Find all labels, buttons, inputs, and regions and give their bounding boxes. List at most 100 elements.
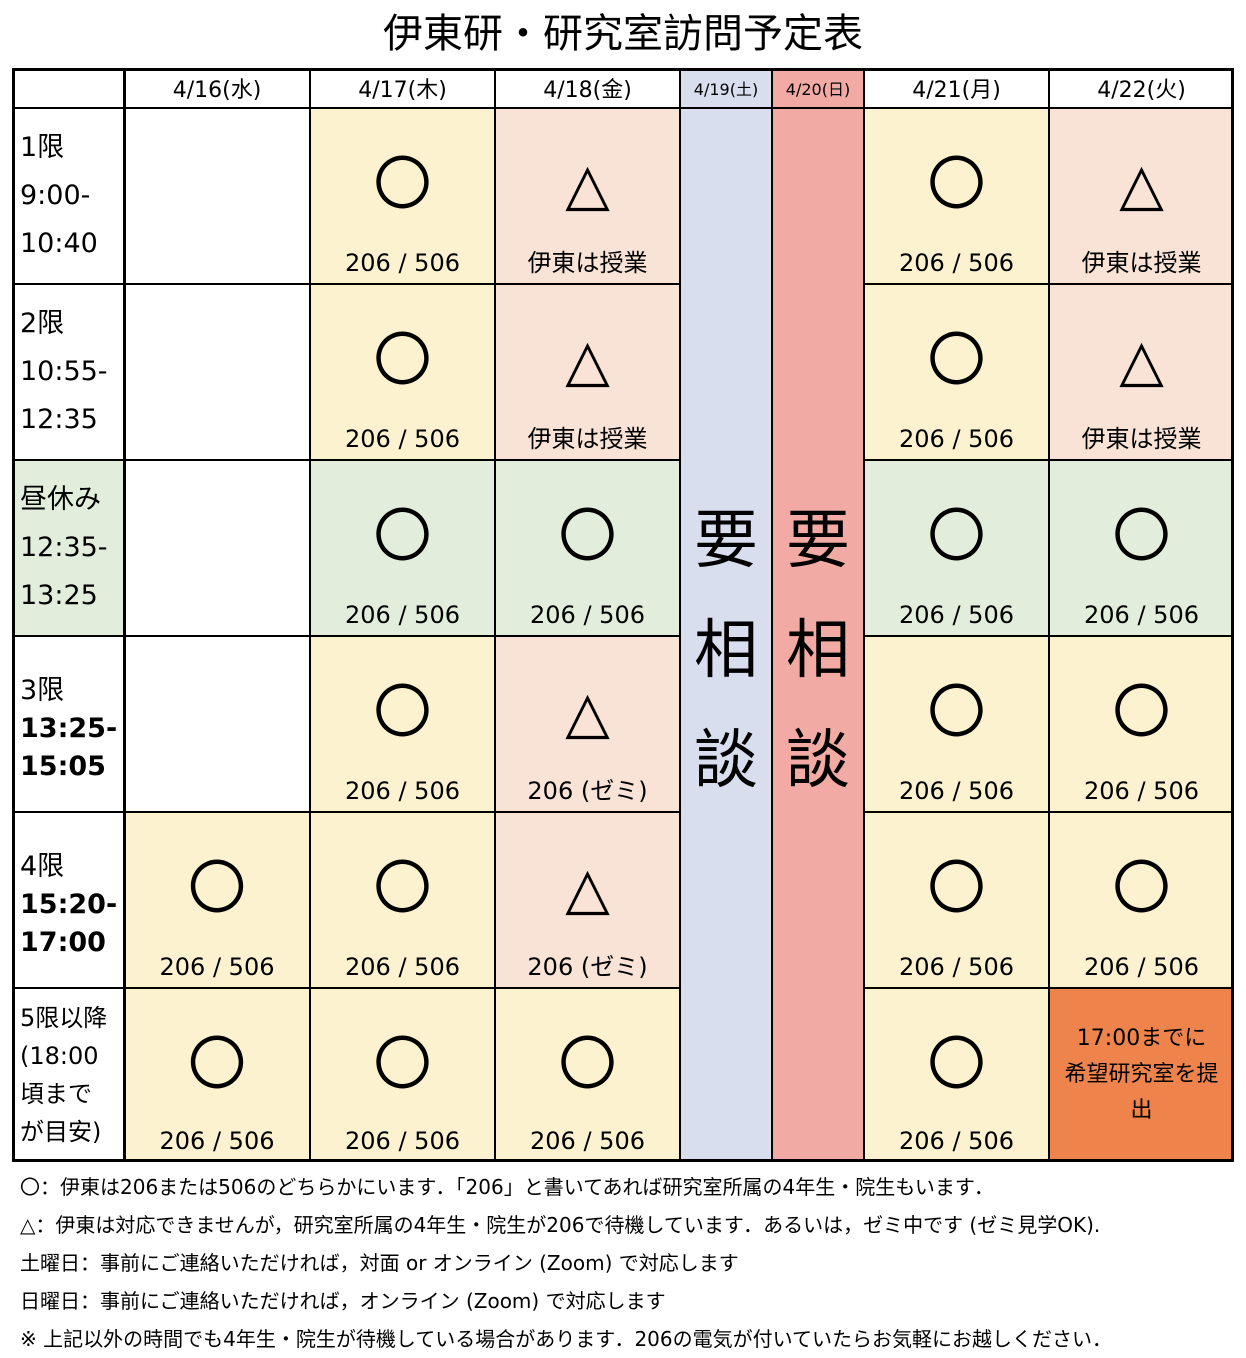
available-circle-icon: 〇 (1112, 502, 1171, 570)
room-label: 206 / 506 (159, 953, 275, 981)
other-times-note: ※ 上記以外の時間でも4年生・院生が待機している場合があります．206の電気が付… (20, 1327, 1113, 1351)
slot-note: 206 (ゼミ) (527, 953, 648, 981)
room-label: 206 / 506 (899, 953, 1014, 981)
column-divider (123, 68, 126, 1162)
available-circle-icon: 〇 (373, 326, 432, 394)
slot-0422-p2: △ 伊東は授業 (1049, 284, 1234, 460)
legend-notes: 〇：伊東は206または506のどちらかにいます．「206」と書いてあれば研究室所… (20, 1168, 1240, 1358)
available-circle-icon: 〇 (373, 502, 432, 570)
row-divider (12, 811, 680, 813)
available-circle-icon: 〇 (1112, 678, 1171, 746)
available-circle-icon: 〇 (187, 1030, 246, 1098)
submission-deadline-notice: 17:00までに 希望研究室を提 出 (1049, 988, 1234, 1162)
limited-triangle-icon: △ (565, 150, 610, 218)
header-day-0421: 4/21(月) (912, 78, 1001, 103)
column-divider (679, 68, 681, 1162)
slot-0421-p2: 〇 206 / 506 (864, 284, 1049, 460)
room-label: 206 / 506 (345, 1127, 460, 1155)
slot-0422-p1: △ 伊東は授業 (1049, 108, 1234, 284)
room-label: 206 / 506 (1084, 953, 1199, 981)
page-title: 伊東研・研究室訪問予定表 (383, 11, 863, 57)
slot-note: 伊東は授業 (1081, 425, 1202, 453)
available-circle-icon: 〇 (187, 854, 246, 922)
row-divider (12, 635, 680, 637)
slot-0422-lunch: 〇 206 / 506 (1049, 460, 1234, 636)
saturday-note: 土曜日：事前にご連絡いただければ，対面 or オンライン (Zoom) で対応し… (20, 1251, 739, 1275)
available-circle-icon: 〇 (373, 150, 432, 218)
period-label-lunch: 昼休み 12:35- 13:25 (12, 460, 124, 636)
column-divider (771, 68, 773, 1162)
room-label: 206 / 506 (1084, 777, 1199, 805)
slot-0417-p4: 〇 206 / 506 (310, 812, 495, 988)
row-divider (12, 459, 680, 461)
slot-0421-p3: 〇 206 / 506 (864, 636, 1049, 812)
available-circle-icon: 〇 (927, 150, 986, 218)
saturday-column: 要 相 談 (680, 108, 772, 1162)
slot-0416-p4: 〇 206 / 506 (124, 812, 310, 988)
sunday-note: 日曜日：事前にご連絡いただければ，オンライン (Zoom) で対応します (20, 1289, 666, 1313)
available-circle-icon: 〇 (927, 678, 986, 746)
limited-triangle-icon: △ (565, 678, 610, 746)
room-label: 206 / 506 (345, 425, 460, 453)
column-divider (863, 68, 865, 1162)
slot-0422-p3: 〇 206 / 506 (1049, 636, 1234, 812)
room-label: 206 / 506 (345, 953, 460, 981)
room-label: 206 / 506 (1084, 601, 1199, 629)
saturday-consult-label: 要 相 談 (694, 504, 758, 798)
limited-triangle-icon: △ (1119, 326, 1164, 394)
legend-circle-note: 〇：伊東は206または506のどちらかにいます．「206」と書いてあれば研究室所… (20, 1175, 995, 1199)
column-divider (494, 68, 496, 1162)
slot-note: 206 (ゼミ) (527, 777, 648, 805)
slot-0418-lunch: 〇 206 / 506 (495, 460, 680, 636)
room-label: 206 / 506 (530, 1127, 645, 1155)
slot-0421-lunch: 〇 206 / 506 (864, 460, 1049, 636)
limited-triangle-icon: △ (565, 854, 610, 922)
schedule-table: 4/16(水) 4/17(木) 4/18(金) 4/19(土) 4/20(日) … (12, 68, 1234, 1162)
header-day-0422: 4/22(火) (1097, 78, 1186, 103)
row-divider (12, 283, 680, 285)
slot-0417-p3: 〇 206 / 506 (310, 636, 495, 812)
available-circle-icon: 〇 (927, 326, 986, 394)
slot-note: 伊東は授業 (527, 425, 648, 453)
slot-0421-p4: 〇 206 / 506 (864, 812, 1049, 988)
header-day-0417: 4/17(木) (358, 78, 447, 103)
header-day-0419: 4/19(土) (680, 68, 772, 108)
slot-0418-p1: △ 伊東は授業 (495, 108, 680, 284)
room-label: 206 / 506 (345, 777, 460, 805)
slot-0421-p5: 〇 206 / 506 (864, 988, 1049, 1162)
slot-0418-p3: △ 206 (ゼミ) (495, 636, 680, 812)
limited-triangle-icon: △ (1119, 150, 1164, 218)
available-circle-icon: 〇 (373, 1030, 432, 1098)
slot-0418-p5: 〇 206 / 506 (495, 988, 680, 1162)
slot-0417-p5: 〇 206 / 506 (310, 988, 495, 1162)
room-label: 206 / 506 (345, 249, 460, 277)
slot-0418-p2: △ 伊東は授業 (495, 284, 680, 460)
header-day-0420: 4/20(日) (772, 68, 864, 108)
slot-0417-lunch: 〇 206 / 506 (310, 460, 495, 636)
available-circle-icon: 〇 (558, 502, 617, 570)
available-circle-icon: 〇 (927, 1030, 986, 1098)
room-label: 206 / 506 (345, 601, 460, 629)
period-label-1: 1限 9:00- 10:40 (20, 132, 98, 259)
slot-note: 伊東は授業 (1081, 249, 1202, 277)
column-divider (1048, 68, 1050, 1162)
available-circle-icon: 〇 (1112, 854, 1171, 922)
sunday-consult-label: 要 相 談 (786, 504, 850, 798)
period-label-5: 5限以降 (18:00 頃まで が目安) (20, 1004, 108, 1146)
room-label: 206 / 506 (899, 1127, 1014, 1155)
slot-note: 伊東は授業 (527, 249, 648, 277)
period-label-3: 3限 13:25- 15:05 (20, 675, 118, 782)
limited-triangle-icon: △ (565, 326, 610, 394)
row-divider (12, 107, 1234, 109)
slot-0417-p1: 〇 206 / 506 (310, 108, 495, 284)
header-day-0418: 4/18(金) (543, 78, 632, 103)
period-label-2: 2限 10:55- 12:35 (20, 308, 108, 435)
room-label: 206 / 506 (899, 249, 1014, 277)
row-divider (12, 987, 680, 989)
period-label-4: 4限 15:20- 17:00 (20, 851, 118, 958)
available-circle-icon: 〇 (373, 854, 432, 922)
room-label: 206 / 506 (899, 425, 1014, 453)
sunday-column: 要 相 談 (772, 108, 864, 1162)
legend-triangle-note: △：伊東は対応できませんが，研究室所属の4年生・院生が206で待機しています．あ… (20, 1213, 1101, 1237)
header-day-0416: 4/16(水) (172, 78, 262, 103)
